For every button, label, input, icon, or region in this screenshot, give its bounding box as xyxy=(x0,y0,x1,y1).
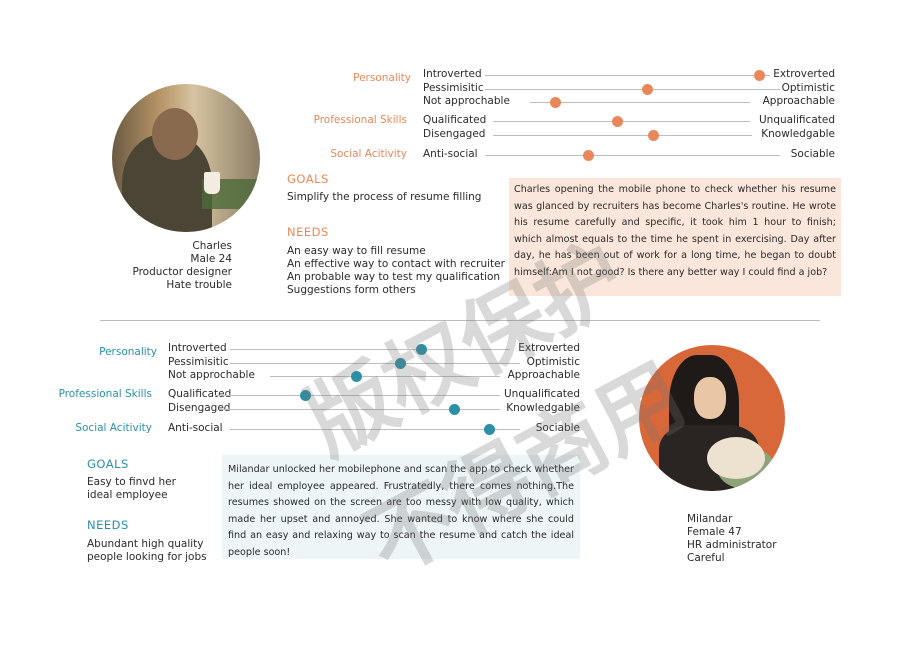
scale-track xyxy=(485,75,770,76)
scale-right-label: Sociable xyxy=(790,148,835,160)
persona2-demographic: Female 47 xyxy=(687,526,742,538)
persona2-need-item: Abundant high quality xyxy=(87,538,204,550)
persona2-goal-item: ideal employee xyxy=(87,489,168,501)
scale-track xyxy=(215,395,500,396)
scale-indicator-dot xyxy=(647,129,659,141)
charles-photo xyxy=(112,84,260,232)
persona1-need-item: An probable way to test my qualification xyxy=(287,271,501,283)
persona1-demographic: Male 24 xyxy=(190,253,232,265)
persona1-name: Charles xyxy=(192,240,232,252)
scale-left-label: Anti-social xyxy=(168,422,223,434)
scale-right-label: Sociable xyxy=(535,422,580,434)
persona1-label-personality: Personality xyxy=(353,72,411,84)
scale-left-label: Anti-social xyxy=(423,148,478,160)
scale-left-label: Qualificated xyxy=(168,388,232,400)
scale-left-label: Pessimisitic xyxy=(168,356,229,368)
scale-right-label: Knowledgable xyxy=(761,128,835,140)
persona2-label-professional: Professional Skills xyxy=(58,388,152,400)
scale-indicator-dot xyxy=(394,357,406,369)
persona2-goal-item: Easy to finvd her xyxy=(87,476,176,488)
scale-left-label: Introverted xyxy=(423,68,482,80)
persona2-info: Milandar Female 47 HR administrator Care… xyxy=(687,513,777,565)
scale-right-label: Optimistic xyxy=(526,356,580,368)
scale-right-label: Extroverted xyxy=(518,342,580,354)
persona1-goals-title: GOALS xyxy=(287,172,329,186)
persona1-need-item: An easy way to fill resume xyxy=(287,245,426,257)
persona1-label-professional: Professional Skills xyxy=(313,114,407,126)
scale-indicator-dot xyxy=(582,149,594,161)
persona1-story: Charles opening the mobile phone to chec… xyxy=(509,178,841,296)
scale-track xyxy=(485,155,780,156)
scale-track xyxy=(220,409,500,410)
persona2-role: HR administrator xyxy=(687,539,777,551)
persona2-name: Milandar xyxy=(687,513,733,525)
persona1-label-social: Social Acitivity xyxy=(330,148,407,160)
persona2-label-social: Social Acitivity xyxy=(75,422,152,434)
section-divider xyxy=(100,320,820,321)
persona2-story: Milandar unlocked her mobilephone and sc… xyxy=(222,455,580,559)
scale-indicator-dot xyxy=(483,423,495,435)
scale-left-label: Introverted xyxy=(168,342,227,354)
scale-left-label: Not approchable xyxy=(423,95,510,107)
persona1-trait: Hate trouble xyxy=(166,279,232,291)
scale-track xyxy=(270,376,500,377)
scale-right-label: Approachable xyxy=(762,95,835,107)
scale-left-label: Disengaged xyxy=(423,128,486,140)
scale-indicator-dot xyxy=(300,389,312,401)
scale-right-label: Extroverted xyxy=(773,68,835,80)
scale-indicator-dot xyxy=(416,343,428,355)
persona1-info: Charles Male 24 Productor designer Hate … xyxy=(130,240,232,292)
scale-indicator-dot xyxy=(612,115,624,127)
scale-track xyxy=(230,349,510,350)
scale-track xyxy=(493,135,752,136)
scale-track xyxy=(485,89,780,90)
persona1-role: Productor designer xyxy=(132,266,232,278)
persona2-needs-title: NEEDS xyxy=(87,518,129,532)
scale-track xyxy=(230,363,520,364)
scale-right-label: Approachable xyxy=(507,369,580,381)
scale-right-label: Optimistic xyxy=(781,82,835,94)
scale-right-label: Unqualificated xyxy=(504,388,580,400)
scale-indicator-dot xyxy=(448,403,460,415)
persona2-goals-title: GOALS xyxy=(87,457,129,471)
scale-track xyxy=(230,429,520,430)
scale-right-label: Unqualificated xyxy=(759,114,835,126)
scale-indicator-dot xyxy=(753,69,765,81)
persona2-trait: Careful xyxy=(687,552,725,564)
persona1-goal-item: Simplify the process of resume filling xyxy=(287,191,482,203)
persona1-need-item: An effective way to contact with recruit… xyxy=(287,258,505,270)
scale-left-label: Disengaged xyxy=(168,402,231,414)
scale-indicator-dot xyxy=(351,370,363,382)
persona2-label-personality: Personality xyxy=(99,346,157,358)
scale-indicator-dot xyxy=(550,96,562,108)
persona1-need-item: Suggestions form others xyxy=(287,284,416,296)
scale-indicator-dot xyxy=(641,83,653,95)
milandar-photo xyxy=(639,345,785,491)
scale-left-label: Not approchable xyxy=(168,369,255,381)
persona2-need-item: people looking for jobs xyxy=(87,551,207,563)
scale-right-label: Knowledgable xyxy=(506,402,580,414)
scale-left-label: Qualificated xyxy=(423,114,487,126)
persona1-needs-title: NEEDS xyxy=(287,225,329,239)
scale-left-label: Pessimisitic xyxy=(423,82,484,94)
scale-track xyxy=(530,102,750,103)
